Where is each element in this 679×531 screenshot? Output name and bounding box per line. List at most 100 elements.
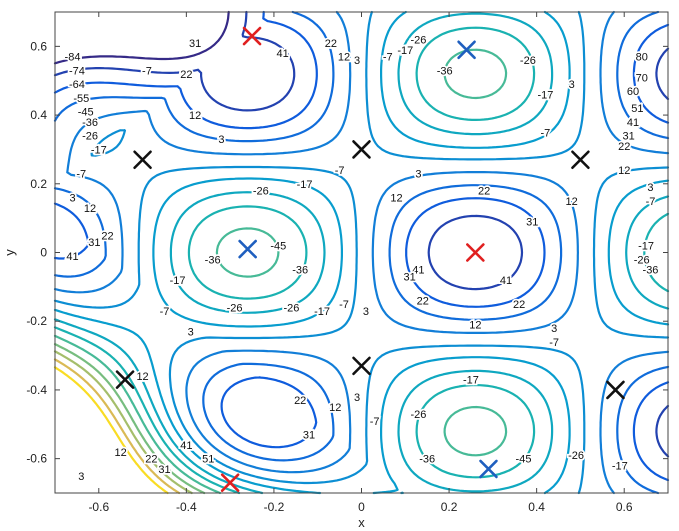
y-axis-ticks: 0.6 0.4 0.2 0 -0.2 -0.4 -0.6 (26, 39, 668, 466)
contour-label: 80 (636, 52, 648, 64)
y-tick-label: 0.2 (30, 177, 47, 191)
contour-label: -7 (370, 416, 380, 428)
maximum-marker (242, 26, 262, 46)
contour-label: -26 (568, 450, 584, 462)
contour-label: 60 (627, 86, 639, 98)
contour-label: -7 (646, 196, 656, 208)
contour-level-60 (53, 350, 193, 495)
contour-label: 12 (84, 203, 96, 215)
contour-label: -26 (410, 34, 426, 46)
y-tick-label: -0.6 (26, 452, 47, 466)
contour-label: 12 (115, 447, 127, 459)
contour-label: 41 (500, 275, 512, 287)
contour-label: -26 (227, 302, 243, 314)
contour-level--45 (53, 10, 230, 65)
contour-level--26 (53, 10, 670, 482)
contour-level--36 (53, 10, 670, 458)
contour-label: -74 (69, 65, 85, 77)
x-tick-label: 0 (358, 500, 365, 514)
contour-label: -17 (638, 241, 654, 253)
contour-label: -17 (314, 306, 330, 318)
y-axis-label: y (2, 249, 17, 256)
contour-label: -17 (297, 179, 313, 191)
contour-label: -7 (160, 306, 170, 318)
contour-label: 3 (569, 79, 575, 91)
contour-label: 3 (188, 327, 194, 339)
contour-label: 12 (136, 371, 148, 383)
x-axis-label: x (358, 515, 365, 530)
contour-label: 41 (180, 440, 192, 452)
contour-label: 51 (631, 103, 643, 115)
x-tick-label: -0.2 (264, 500, 285, 514)
contour-label: -36 (82, 117, 98, 129)
contour-label: -36 (643, 265, 659, 277)
contour-label: 51 (202, 454, 214, 466)
saddle-marker (352, 356, 371, 376)
contour-label: 22 (101, 230, 113, 242)
contour-level-31 (53, 26, 670, 495)
contour-label: -17 (612, 461, 628, 473)
contour-label: -7 (76, 168, 86, 180)
contour-label: 12 (189, 110, 201, 122)
contour-level-12 (53, 10, 670, 495)
contour-label: -17 (537, 89, 553, 101)
x-tick-label: -0.4 (176, 500, 197, 514)
y-tick-label: 0.6 (30, 39, 47, 53)
contour-label: 12 (566, 196, 578, 208)
contour-level-70 (53, 358, 181, 495)
contour-lines (53, 10, 670, 495)
contour-level--17 (53, 10, 670, 495)
contour-level-3 (53, 10, 670, 495)
contour-label: -17 (91, 144, 107, 156)
contour-label: 31 (622, 131, 634, 143)
contour-level--7 (53, 10, 670, 495)
contour-label: 41 (627, 117, 639, 129)
contour-label: 22 (417, 296, 429, 308)
contour-level-41 (53, 48, 508, 495)
contour-label: 22 (478, 186, 490, 198)
y-tick-label: -0.4 (26, 383, 47, 397)
contour-label: 41 (66, 251, 78, 263)
contour-label: 12 (390, 193, 402, 205)
saddle-marker (115, 370, 135, 389)
contour-label: 31 (158, 464, 170, 476)
contour-label: 22 (180, 69, 192, 81)
contour-level-22 (53, 12, 670, 495)
minimum-marker (457, 40, 476, 60)
contour-label: 31 (404, 272, 416, 284)
contour-label: -7 (335, 165, 345, 177)
contour-label: -17 (463, 375, 479, 387)
contour-label: 41 (412, 265, 424, 277)
contour-label: -45 (516, 454, 532, 466)
contour-label: 3 (69, 193, 75, 205)
saddle-marker (133, 150, 152, 170)
contour-label: -45 (78, 107, 94, 119)
x-tick-label: 0.6 (616, 500, 633, 514)
y-tick-label: 0 (40, 246, 47, 260)
minimum-marker (479, 459, 498, 479)
x-tick-label: -0.6 (88, 500, 109, 514)
contour-label: 31 (189, 38, 201, 50)
saddle-marker (606, 380, 625, 400)
contour-label: -36 (419, 454, 435, 466)
contour-label: -45 (270, 241, 286, 253)
maximum-marker (466, 243, 485, 262)
contour-label: -64 (69, 79, 85, 91)
contour-label: 12 (618, 165, 630, 177)
x-tick-label: 0.4 (528, 500, 545, 514)
extrema-markers (115, 26, 625, 492)
contour-label: 31 (303, 430, 315, 442)
contour-label: -55 (73, 93, 89, 105)
x-axis-ticks: -0.6 -0.4 -0.2 0 0.2 0.4 0.6 (88, 12, 633, 514)
contour-label: 12 (469, 320, 481, 332)
contour-label: 70 (636, 72, 648, 84)
contour-label: 31 (526, 217, 538, 229)
contour-label: 22 (325, 38, 337, 50)
contour-label: -7 (549, 337, 559, 349)
y-tick-label: -0.2 (26, 314, 47, 328)
contour-label: 3 (354, 392, 360, 404)
contour-label: 41 (277, 48, 289, 60)
contour-label: -7 (383, 52, 393, 64)
